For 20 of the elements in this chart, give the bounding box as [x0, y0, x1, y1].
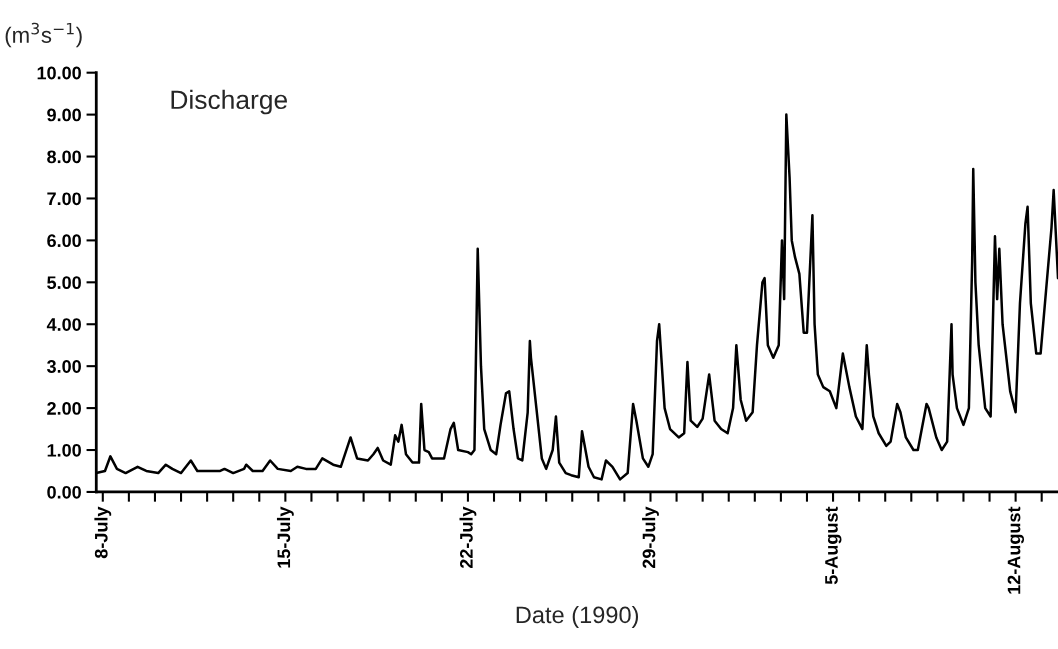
y-tick-label: 6.00	[47, 234, 81, 248]
x-tick-label: 5-August	[825, 506, 842, 585]
x-tick-label: 8-July	[94, 506, 112, 559]
x-tick-label: 22-July	[459, 506, 477, 569]
y-tick-label: 3.00	[46, 360, 81, 373]
x-tick-label: 29-July	[642, 506, 659, 569]
x-tick-label: 15-July	[276, 506, 294, 568]
x-tick-label: 12-August	[1007, 506, 1025, 594]
y-tick-label: 1.00	[47, 443, 81, 457]
y-tick-label: 9.00	[47, 108, 81, 122]
text: Discharge	[171, 89, 287, 115]
y-tick-label: 8.00	[47, 150, 81, 164]
y-tick-label: 10.00	[37, 66, 81, 80]
x-axis-title: Date (1990)	[516, 605, 639, 628]
y-tick-label: 7.00	[47, 192, 81, 206]
y-tick-label: 5.00	[47, 276, 81, 290]
y-tick-label: 2.00	[47, 402, 81, 415]
y-tick-label: 0.00	[47, 485, 81, 499]
y-tick-label: 4.00	[46, 318, 81, 331]
y-axis-title: (m$^{3}$s$^{−1}$)	[5, 22, 82, 48]
